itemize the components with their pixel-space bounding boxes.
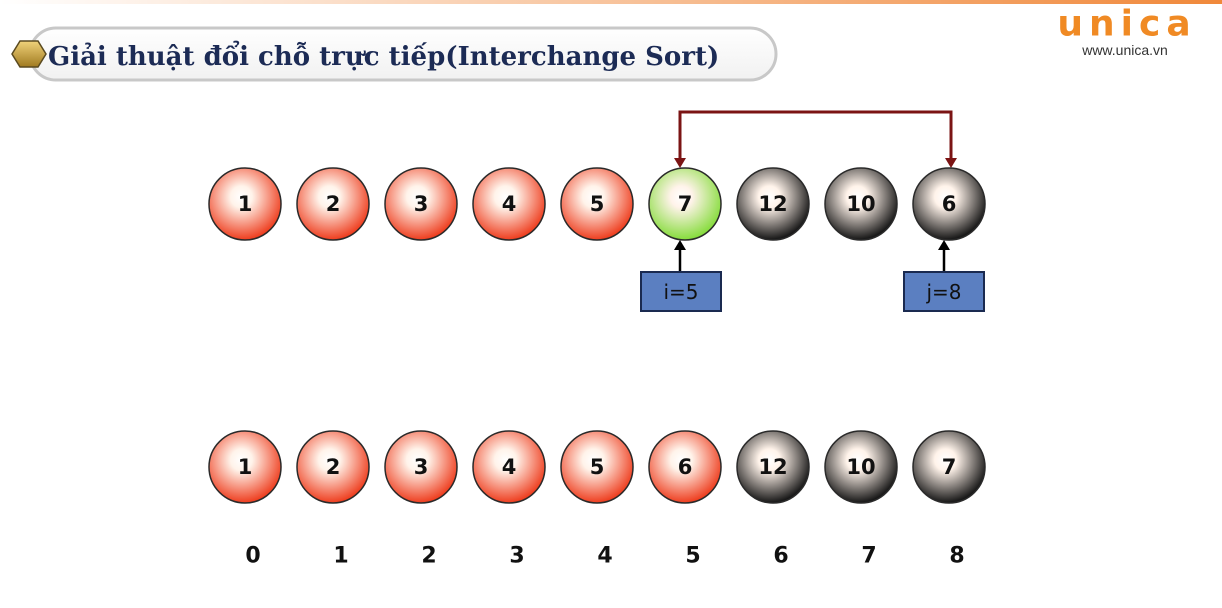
ball (560, 430, 634, 504)
ball-label: 3 (414, 455, 429, 479)
ball-label: 4 (502, 455, 517, 479)
ball (736, 430, 810, 504)
index-label: 4 (597, 544, 612, 569)
ball (824, 167, 898, 241)
pointer-box (903, 271, 985, 312)
arrow-head (945, 158, 957, 168)
ball (208, 430, 282, 504)
ball-label: 12 (758, 192, 787, 216)
ball-label: 2 (326, 192, 341, 216)
arrow-head (938, 240, 950, 250)
ball (208, 167, 282, 241)
ball (384, 167, 458, 241)
index-label: 7 (861, 544, 876, 569)
ball (472, 167, 546, 241)
ball (560, 167, 634, 241)
index-label: 2 (421, 544, 436, 569)
pointer-box (640, 271, 722, 312)
ball-label: 7 (678, 192, 693, 216)
ball (648, 167, 722, 241)
ball-label: 4 (502, 192, 517, 216)
ball (912, 167, 986, 241)
ball (384, 430, 458, 504)
logo-url: www.unica.vn (1081, 42, 1168, 58)
ball-label: 2 (326, 455, 341, 479)
ball (472, 430, 546, 504)
arrow-head (674, 240, 686, 250)
ball (824, 430, 898, 504)
ball-label: 6 (678, 455, 693, 479)
arrow-head (674, 158, 686, 168)
ball-label: 5 (590, 455, 605, 479)
ball-label: 10 (846, 192, 875, 216)
ball-label: 6 (942, 192, 957, 216)
ball (648, 430, 722, 504)
ball-label: 12 (758, 455, 787, 479)
ball-label: 3 (414, 192, 429, 216)
index-label: 6 (773, 544, 788, 569)
index-label: 1 (333, 544, 348, 569)
index-label: 0 (245, 544, 260, 569)
title: Giải thuật đổi chỗ trực tiếp(Interchange… (48, 40, 719, 72)
swap-bracket (678, 110, 953, 165)
index-label: 3 (509, 544, 524, 569)
pointer-label: j=8 (925, 280, 961, 304)
index-label: 5 (685, 544, 700, 569)
ball (296, 430, 370, 504)
logo: unica (1057, 4, 1196, 45)
ball (912, 430, 986, 504)
ball-label: 10 (846, 455, 875, 479)
title-icon (11, 40, 47, 68)
ball-label: 1 (238, 192, 253, 216)
pointer-label: i=5 (663, 280, 698, 304)
ball-label: 7 (942, 455, 957, 479)
ball (296, 167, 370, 241)
ball-label: 1 (238, 455, 253, 479)
ball (736, 167, 810, 241)
index-label: 8 (949, 544, 964, 569)
ball-label: 5 (590, 192, 605, 216)
top-stripe (0, 0, 1222, 4)
